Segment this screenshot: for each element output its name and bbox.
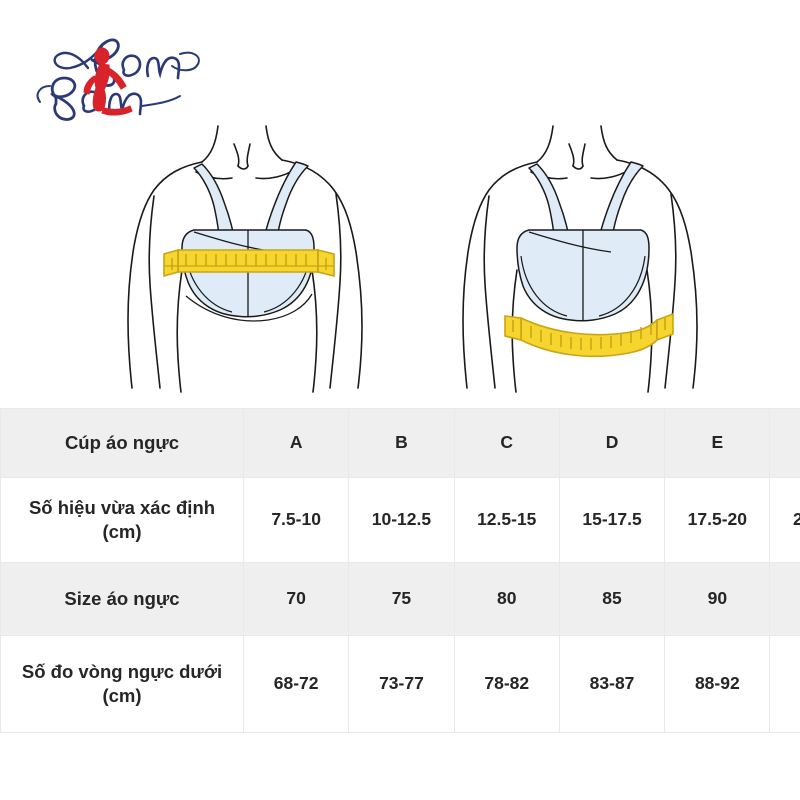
cell-underbust-f: 93-97 [769,635,800,733]
cell-underbust-c: 78-82 [453,635,560,733]
cell-cup-f: F [769,408,800,478]
bra-garment [516,161,650,322]
cell-size-d: 85 [558,562,666,636]
cell-underbust-b: 73-77 [348,635,455,733]
row-label-size: Size áo ngực [0,562,244,636]
cell-cup-c: C [453,408,560,478]
cell-size-a: 70 [242,562,350,636]
table-row: Số hiệu vừa xác định (cm) 7.5-10 10-12.5… [0,477,800,563]
cell-size-b: 75 [348,562,455,636]
measuring-tape-bust [163,248,335,278]
brand-logo-svg [36,38,200,121]
brand-script-upper [53,38,200,87]
bra-size-table: Cúp áo ngực A B C D E F Số hiệu vừa xác … [0,408,800,733]
cell-underbust-e: 88-92 [664,635,771,733]
table-row: Size áo ngực 70 75 80 85 90 95 [0,562,800,636]
row-label-underbust: Số đo vòng ngực dưới (cm) [0,635,244,733]
cell-cup-a: A [242,408,350,478]
cell-number-b: 10-12.5 [348,477,455,563]
brand-logo [30,24,220,124]
cell-size-c: 80 [453,562,560,636]
bra-garment [181,161,315,322]
cell-underbust-a: 68-72 [242,635,350,733]
cell-number-f: 20-22.5 [769,477,800,563]
measuring-tape-underbust [504,312,674,358]
cell-number-d: 15-17.5 [558,477,666,563]
cell-number-a: 7.5-10 [242,477,350,563]
brand-figure-icon [83,47,133,116]
cell-underbust-d: 83-87 [558,635,666,733]
row-label-number: Số hiệu vừa xác định (cm) [0,477,244,563]
cell-number-e: 17.5-20 [664,477,771,563]
cell-cup-b: B [348,408,455,478]
cell-cup-e: E [664,408,771,478]
cell-size-f: 95 [769,562,800,636]
cell-cup-d: D [558,408,666,478]
row-label-cup: Cúp áo ngực [0,408,244,478]
cell-size-e: 90 [664,562,771,636]
measurement-illustrations [0,120,800,395]
illustration-bust-measurement [90,120,430,395]
illustration-underbust-measurement [425,120,765,395]
table-row: Số đo vòng ngực dưới (cm) 68-72 73-77 78… [0,635,800,733]
table-row: Cúp áo ngực A B C D E F [0,408,800,478]
cell-number-c: 12.5-15 [453,477,560,563]
